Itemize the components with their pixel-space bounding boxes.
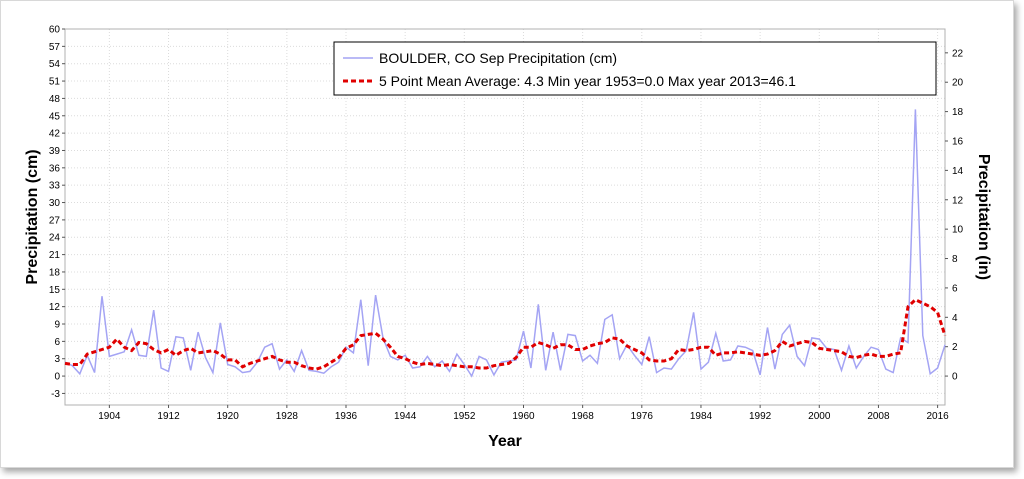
y-tick-label: 12 (49, 302, 61, 313)
x-tick-label: 1984 (690, 411, 713, 422)
x-tick-label: 1976 (631, 411, 654, 422)
y-tick-label: 9 (54, 320, 60, 331)
y-axis-right: 0 2 4 6 8 10 12 14 16 18 20 22 (945, 48, 964, 383)
x-axis: 1904 1912 1920 1928 1936 1944 1952 1960 1968 1976… (98, 405, 949, 422)
y-tick-label: 36 (49, 163, 61, 174)
x-tick-label: 2016 (926, 411, 949, 422)
x-tick-label: 1944 (394, 411, 417, 422)
legend-box (333, 41, 937, 96)
x-tick-label: 1952 (453, 411, 476, 422)
y-right-tick-label: 18 (952, 107, 964, 118)
y-axis-label-left: Precipitation (cm) (24, 149, 41, 284)
y-tick-label: 39 (49, 146, 61, 157)
y-tick-label: 45 (49, 111, 61, 122)
y-tick-label: 21 (49, 250, 61, 261)
y-tick-label: 0 (54, 372, 60, 383)
y-right-tick-label: 14 (952, 166, 964, 177)
y-right-tick-label: 12 (952, 195, 964, 206)
y-tick-label: 42 (49, 129, 61, 140)
y-tick-label: 48 (49, 94, 61, 105)
x-tick-label: 1912 (157, 411, 180, 422)
y-tick-label: 24 (49, 233, 61, 244)
precipitation-chart: -303691215182124273033363942454851545760… (24, 25, 992, 451)
y-tick-label: 15 (49, 285, 61, 296)
y-right-tick-label: 20 (952, 78, 964, 89)
x-tick-label: 1992 (749, 411, 772, 422)
y-right-tick-label: 10 (952, 225, 964, 236)
y-right-tick-label: 22 (952, 48, 964, 59)
x-tick-label: 1928 (276, 411, 299, 422)
x-tick-label: 1936 (335, 411, 358, 422)
y-tick-label: 54 (49, 59, 61, 70)
chart-window: -3 0 3 6 9 12 15 18 21 24 27 30 33 36 39 42 45 48 51 54 57 60… (0, 0, 1014, 468)
legend-entry-mean: 5 Point Mean Average: 4.3 Min year 1953=… (379, 73, 796, 89)
y-tick-label: 30 (49, 198, 61, 209)
plot-area (64, 28, 946, 406)
x-tick-label: 1904 (98, 411, 121, 422)
y-axis-label-right: Precipitation (in) (975, 154, 992, 280)
legend: BOULDER, CO Sep Precipitation (cm) 5 Poi… (333, 41, 937, 96)
legend-entry-series: BOULDER, CO Sep Precipitation (cm) (379, 50, 617, 66)
y-right-tick-label: 2 (952, 342, 958, 353)
y-tick-label: 27 (49, 215, 61, 226)
y-right-tick-label: 4 (952, 313, 958, 324)
y-tick-label: 3 (54, 354, 60, 365)
y-tick-label: -3 (51, 389, 60, 400)
x-tick-label: 1920 (217, 411, 240, 422)
series-layer (64, 109, 947, 378)
y-right-tick-label: 0 (952, 372, 958, 383)
y-tick-label: 33 (49, 181, 61, 192)
y-tick-label: 60 (49, 25, 61, 36)
x-tick-label: 1960 (512, 411, 535, 422)
x-axis-label: Year (488, 433, 522, 450)
series-line-precipitation (64, 109, 946, 378)
y-tick-label: 51 (49, 77, 61, 88)
y-right-tick-label: 8 (952, 254, 958, 265)
x-tick-label: 2008 (867, 411, 890, 422)
y-right-tick-label: 6 (952, 283, 958, 294)
x-tick-label: 1968 (572, 411, 595, 422)
y-tick-label: 57 (49, 42, 61, 53)
y-tick-label: 6 (54, 337, 60, 348)
y-right-tick-label: 16 (952, 136, 964, 147)
series-line-5-point-mean (64, 297, 947, 371)
y-tick-label: 18 (49, 267, 61, 278)
x-tick-label: 2000 (808, 411, 831, 422)
